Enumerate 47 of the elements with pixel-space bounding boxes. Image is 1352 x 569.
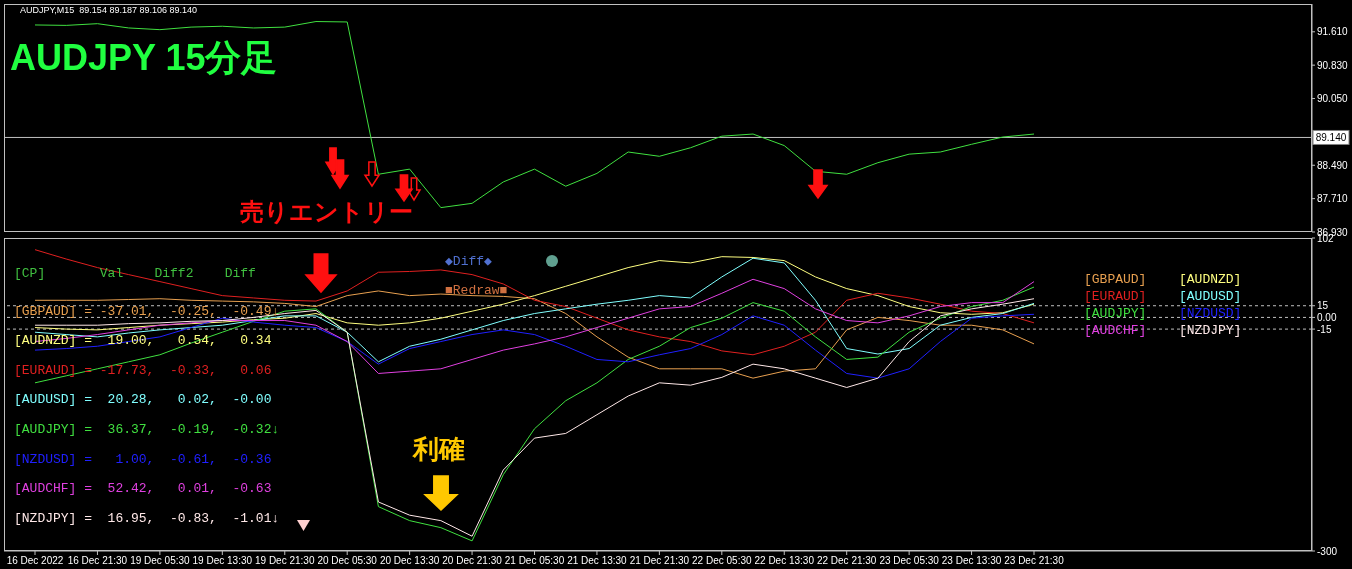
y-tick-label: 15 — [1317, 300, 1329, 312]
x-tick-label: 23 Dec 13:30 — [941, 555, 1002, 567]
text: [AUDNZD] — [1179, 272, 1243, 287]
x-tick-label: 20 Dec 21:30 — [442, 555, 503, 567]
text: [AUDCHF] — [1084, 323, 1148, 338]
x-tick-label: 22 Dec 21:30 — [816, 555, 877, 567]
y-tick-label: -15 — [1317, 323, 1332, 335]
annotation: [GBPAUD] = -37.01, -0.25, -0.49↓ — [14, 303, 280, 319]
x-tick-label: 21 Dec 21:30 — [629, 555, 690, 567]
y-tick-label: 90.830 — [1317, 59, 1349, 71]
x-tick-label: 20 Dec 13:30 — [379, 555, 440, 567]
annotation: [NZDJPY] = 16.95, -0.83, -1.01↓ — [14, 510, 280, 526]
text: [EURAUD] — [1084, 289, 1148, 304]
text: [AUDUSD] — [1179, 289, 1243, 304]
text: [GBPAUD] — [1084, 272, 1148, 287]
y-tick-label: 88.490 — [1317, 159, 1349, 171]
x-tick-label: 16 Dec 21:30 — [67, 555, 128, 567]
y-tick-label: 0.00 — [1317, 311, 1337, 323]
chart-subtitle: AUDJPY,M15 89.154 89.187 89.106 89.140 — [20, 5, 197, 15]
y-tick-label: 91.610 — [1317, 26, 1349, 38]
annotation: ■Redraw■ — [445, 283, 508, 298]
x-tick-label: 22 Dec 13:30 — [754, 555, 815, 567]
y-tick-label: 90.050 — [1317, 93, 1349, 105]
x-tick-label: 23 Dec 21:30 — [1004, 555, 1065, 567]
text: [AUDJPY] — [1084, 306, 1148, 321]
x-tick-label: 23 Dec 05:30 — [879, 555, 940, 567]
text: [NZDUSD] — [1179, 306, 1243, 321]
x-tick-label: 20 Dec 05:30 — [317, 555, 378, 567]
ref-line-label: 89.140 — [1315, 132, 1347, 144]
x-tick-label: 21 Dec 13:30 — [567, 555, 628, 567]
annotation: [AUDCHF] = 52.42, 0.01, -0.63 — [14, 481, 272, 497]
x-tick-label: 19 Dec 05:30 — [130, 555, 191, 567]
annotation: ◆Diff◆ — [445, 253, 492, 269]
y-tick-label: -300 — [1317, 545, 1338, 557]
annotation: [AUDUSD] = 20.28, 0.02, -0.00 — [14, 392, 272, 408]
text: AUDJPY 15分足 — [10, 36, 278, 80]
annotation: 売りエントリー — [240, 197, 413, 227]
x-tick-label: 22 Dec 05:30 — [692, 555, 752, 567]
annotation: 利確 — [413, 433, 465, 466]
annotation: [AUDJPY] = 36.37, -0.19, -0.32↓ — [14, 422, 280, 437]
x-tick-label: 19 Dec 21:30 — [255, 555, 315, 567]
annotation: [NZDUSD] = 1.00, -0.61, -0.36 — [14, 451, 272, 467]
text: [NZDJPY] — [1179, 323, 1243, 338]
x-tick-label: 16 Dec 2022 — [6, 555, 64, 567]
x-tick-label: 21 Dec 05:30 — [504, 555, 565, 567]
y-tick-label: 87.710 — [1317, 193, 1349, 205]
x-tick-label: 19 Dec 13:30 — [192, 555, 253, 567]
